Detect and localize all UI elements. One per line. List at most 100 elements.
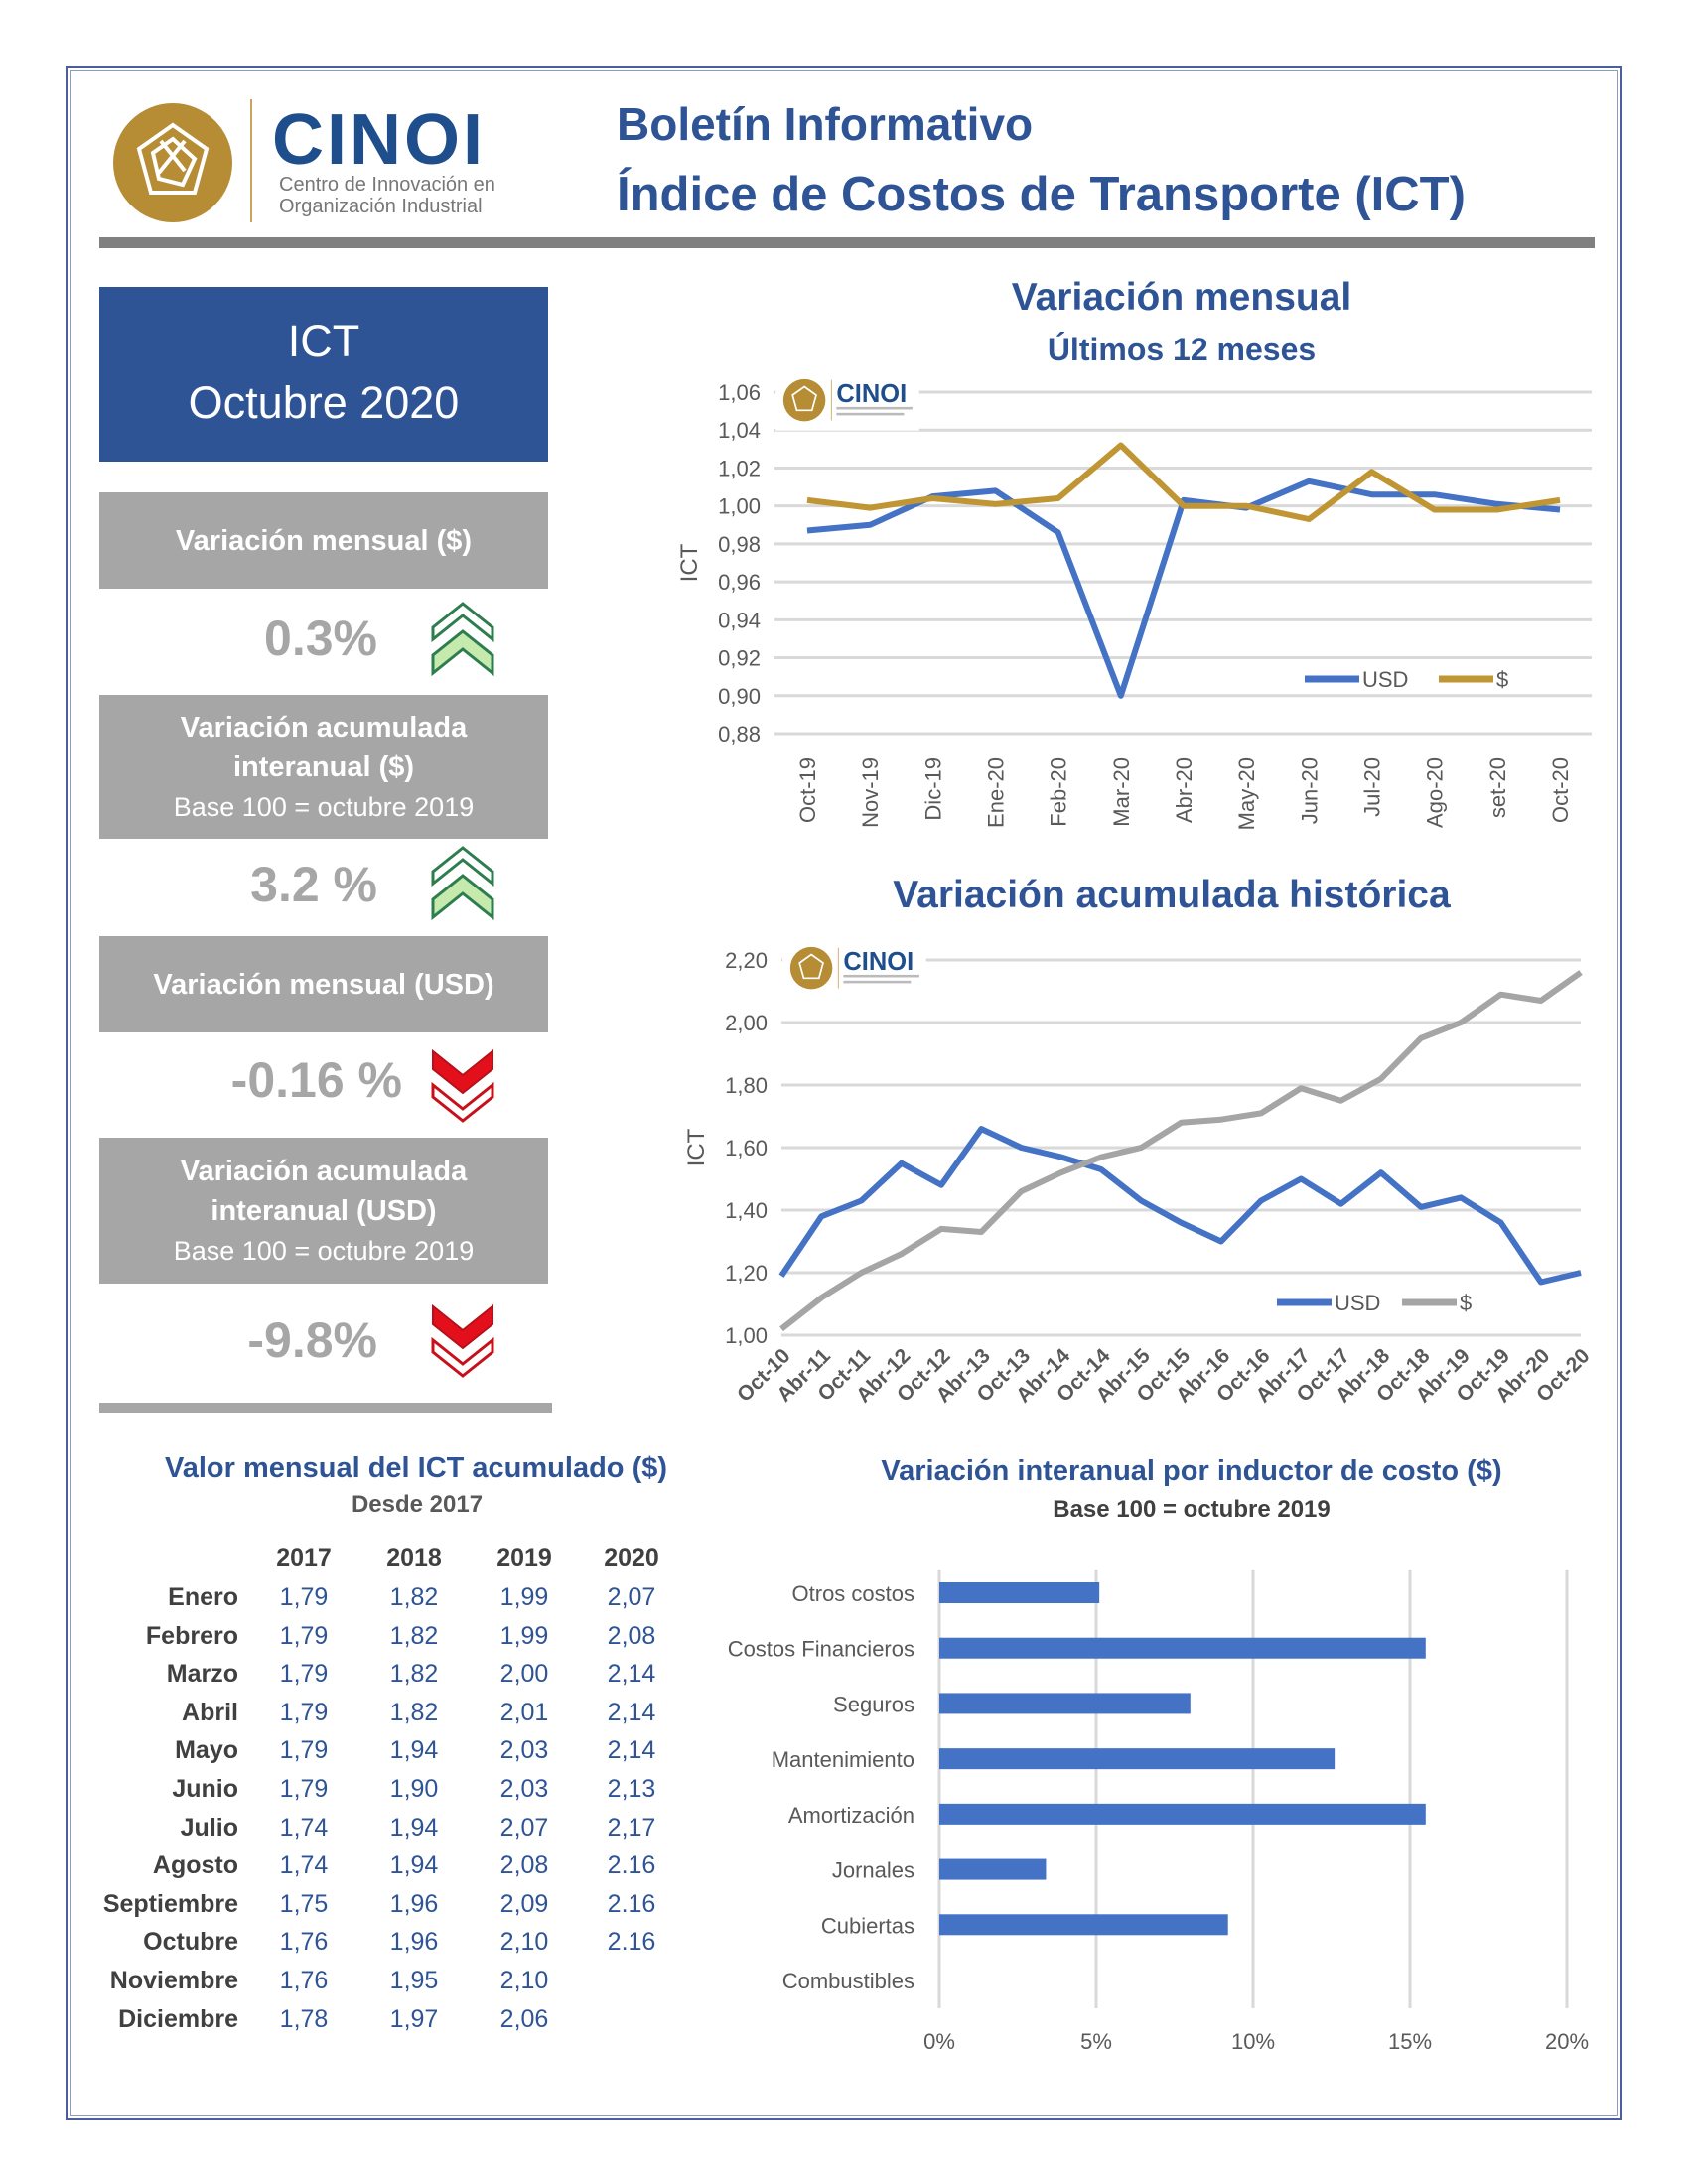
x-tick-label: Ago-20 xyxy=(1423,757,1448,828)
x-tick-label: 15% xyxy=(1388,2029,1432,2054)
logo-subtitle-line1: Centro de Innovación en xyxy=(279,174,495,196)
y-tick-label: 2,00 xyxy=(725,1011,768,1035)
bulletin-title: Boletín Informativo xyxy=(617,98,1034,150)
x-tick-label: Jul-20 xyxy=(1360,757,1385,817)
chart-drivers-subtitle: Base 100 = octubre 2019 xyxy=(1053,1496,1331,1523)
row-month: Noviembre xyxy=(109,1967,238,1994)
chart-drivers-title: Variación interanual por inductor de cos… xyxy=(881,1455,1502,1487)
logo-text: CINOI xyxy=(272,100,487,180)
category-label: Seguros xyxy=(833,1692,914,1716)
series-line-usd xyxy=(806,478,1561,699)
y-tick-label: 1,80 xyxy=(725,1073,768,1098)
category-label: Costos Financieros xyxy=(728,1637,914,1662)
trend-down-icon xyxy=(431,1048,494,1123)
bar xyxy=(939,1748,1336,1770)
row-month: Septiembre xyxy=(102,1889,238,1918)
chart-history-title: Variación acumulada histórica xyxy=(893,874,1451,916)
bar xyxy=(939,1637,1426,1659)
x-tick-label: Nov-19 xyxy=(858,757,883,828)
logo-subtitle-line2: Organización Industrial xyxy=(279,196,483,217)
cinoi-watermark-icon: CINOI xyxy=(782,939,926,999)
watermark-text: CINOI xyxy=(836,380,907,408)
y-tick-label: 0,94 xyxy=(718,608,761,632)
watermark-text: CINOI xyxy=(843,948,914,976)
legend-label: USD xyxy=(1362,667,1408,692)
y-tick-label: 1,04 xyxy=(718,418,761,443)
row-month: Abril xyxy=(182,1698,238,1726)
x-tick-label: Ene-20 xyxy=(984,757,1009,828)
y-tick-label: 1,20 xyxy=(725,1261,768,1286)
y-tick-label: 0,98 xyxy=(718,532,761,557)
card-monthly-ars: Variación mensual ($) xyxy=(99,492,548,589)
x-tick-label: set-20 xyxy=(1485,757,1510,818)
page-border xyxy=(66,66,1622,2120)
card-value: 3.2 % xyxy=(250,857,377,912)
y-tick-label: 1,06 xyxy=(718,380,761,405)
card-yoy-usd: Variación acumulada interanual (USD) Bas… xyxy=(99,1138,548,1284)
y-tick-label: 0,88 xyxy=(718,722,761,747)
trend-up-icon xyxy=(431,602,494,677)
y-tick-label: 1,40 xyxy=(725,1198,768,1223)
row-month: Febrero xyxy=(145,1621,238,1650)
bar xyxy=(939,1693,1191,1714)
category-label: Jornales xyxy=(832,1858,914,1883)
series-line-usd xyxy=(778,1126,1582,1286)
category-label: Amortización xyxy=(788,1803,914,1828)
x-tick-label: Dic-19 xyxy=(920,757,945,821)
category-label: Combustibles xyxy=(782,1969,914,1993)
row-month: Mayo xyxy=(175,1736,238,1765)
card-title: Variación mensual ($) xyxy=(175,524,473,557)
chart-monthly-subtitle: Últimos 12 meses xyxy=(1047,332,1317,367)
card-base: Base 100 = octubre 2019 xyxy=(173,1235,475,1266)
bar xyxy=(939,1858,1047,1880)
cinoi-logo-icon xyxy=(113,103,232,222)
index-title: Índice de Costos de Transporte (ICT) xyxy=(617,168,1466,221)
bar xyxy=(939,1582,1100,1603)
trend-down-icon xyxy=(431,1303,494,1378)
ict-label: ICT xyxy=(287,316,360,366)
x-tick-label: 10% xyxy=(1231,2029,1275,2054)
cinoi-watermark-icon: CINOI xyxy=(775,371,919,431)
x-tick-label: 0% xyxy=(923,2029,955,2054)
x-tick-label: Mar-20 xyxy=(1109,757,1134,827)
x-tick-label: Oct-20 xyxy=(1548,757,1573,823)
x-tick-label: 5% xyxy=(1080,2029,1112,2054)
y-tick-label: 2,20 xyxy=(725,948,768,973)
y-tick-label: 1,02 xyxy=(718,456,761,480)
ict-period: Octubre 2020 xyxy=(188,377,460,428)
card-title: Variación mensual (USD) xyxy=(153,968,494,1001)
y-tick-label: 1,00 xyxy=(725,1323,768,1348)
y-tick-label: 1,60 xyxy=(725,1136,768,1160)
card-base: Base 100 = octubre 2019 xyxy=(173,791,475,822)
table-title: Valor mensual del ICT acumulado ($) xyxy=(165,1452,668,1484)
legend-label: $ xyxy=(1460,1291,1472,1315)
card-title: Variación acumulada interanual ($) xyxy=(180,711,468,783)
card-value: -0.16 % xyxy=(230,1052,402,1108)
row-month: Julio xyxy=(180,1813,238,1842)
card-value: -9.8% xyxy=(247,1312,377,1368)
table-subtitle: Desde 2017 xyxy=(351,1491,484,1518)
header-divider xyxy=(99,237,1595,248)
y-axis-label: ICT xyxy=(676,543,703,582)
y-tick-label: 0,92 xyxy=(718,646,761,671)
card-monthly-usd: Variación mensual (USD) xyxy=(99,936,548,1032)
x-tick-label: Oct-19 xyxy=(795,757,820,823)
series-line-ars xyxy=(779,970,1583,1332)
card-value: 0.3% xyxy=(264,611,377,666)
logo-subtitle: Centro de Innovación en Organización Ind… xyxy=(279,174,495,217)
row-month: Diciembre xyxy=(118,2004,238,2033)
x-tick-label: Jun-20 xyxy=(1297,757,1322,824)
card-title: Variación acumulada interanual (USD) xyxy=(180,1155,468,1227)
chart-monthly-title: Variación mensual xyxy=(1011,276,1352,319)
trend-up-icon xyxy=(431,846,494,921)
y-tick-label: 0,90 xyxy=(718,684,761,709)
logo-separator xyxy=(250,99,252,222)
bar xyxy=(939,1803,1426,1825)
ict-period-box: ICT Octubre 2020 xyxy=(99,287,548,462)
row-month: Marzo xyxy=(166,1660,238,1689)
category-label: Mantenimiento xyxy=(772,1747,914,1772)
x-tick-label: 20% xyxy=(1545,2029,1589,2054)
y-tick-label: 1,00 xyxy=(718,494,761,519)
card-yoy-ars: Variación acumulada interanual ($) Base … xyxy=(99,695,548,839)
